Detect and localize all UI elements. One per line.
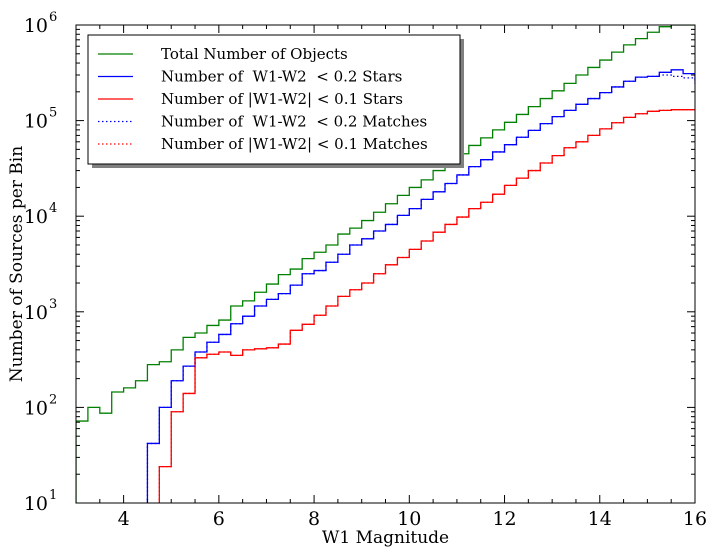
x-tick-label: 8 — [308, 508, 320, 530]
legend-label-4: Number of W1-W2 < 0.2 Matches — [161, 113, 427, 131]
legend: Total Number of Objects Number of W1-W2 <… — [87, 34, 464, 168]
y-tick-label: 10 — [24, 397, 48, 419]
y-axis-label: Number of Sources per Bin — [7, 146, 27, 382]
y-tick-label-exponent: 4 — [49, 201, 57, 216]
y-tick-label: 10 — [24, 15, 48, 37]
x-tick-label: 14 — [588, 508, 612, 530]
y-tick-label-exponent: 2 — [49, 392, 57, 407]
y-tick-label: 10 — [24, 111, 48, 133]
x-tick-label: 6 — [213, 508, 225, 530]
y-tick-label: 10 — [24, 206, 48, 228]
ticks-layer — [75, 24, 696, 504]
y-tick-label: 10 — [24, 493, 48, 515]
legend-label-5: Number of |W1-W2| < 0.1 Matches — [161, 135, 428, 153]
series-layer — [76, 25, 695, 503]
y-tick-label: 10 — [24, 302, 48, 324]
y-tick-label-exponent: 1 — [49, 488, 57, 503]
legend-box — [87, 34, 461, 165]
y-tick-label-exponent: 6 — [49, 10, 57, 25]
x-tick-label: 16 — [683, 508, 707, 530]
x-tick-label: 4 — [118, 508, 130, 530]
x-tick-label: 12 — [492, 508, 516, 530]
y-tick-label-exponent: 3 — [49, 297, 57, 312]
legend-label-2: Number of W1-W2 < 0.2 Stars — [161, 68, 402, 86]
x-tick-label: 10 — [397, 508, 421, 530]
y-tick-label-exponent: 5 — [49, 106, 57, 121]
legend-entries: Total Number of Objects Number of W1-W2 <… — [98, 45, 428, 153]
series-line-1 — [76, 25, 695, 503]
series-line-5 — [158, 109, 695, 503]
legend-label-3: Number of |W1-W2| < 0.1 Stars — [161, 90, 403, 108]
x-axis-label: W1 Magnitude — [322, 528, 449, 548]
legend-label-1: Total Number of Objects — [161, 45, 348, 63]
